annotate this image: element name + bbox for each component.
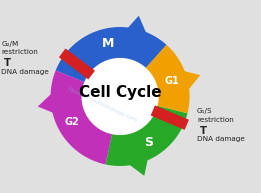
Text: G1: G1 (164, 76, 179, 86)
Polygon shape (164, 66, 200, 110)
Text: G₂/M: G₂/M (1, 41, 19, 47)
Text: G₁/S: G₁/S (197, 108, 213, 114)
Text: T: T (4, 58, 11, 68)
Polygon shape (151, 105, 189, 130)
Text: DNA damage: DNA damage (1, 69, 49, 75)
Polygon shape (38, 76, 72, 120)
Text: restriction: restriction (197, 117, 234, 123)
Polygon shape (51, 70, 112, 164)
Polygon shape (146, 45, 189, 113)
Text: T: T (200, 126, 207, 136)
Text: G2: G2 (65, 117, 80, 127)
Text: M: M (102, 37, 114, 50)
Circle shape (81, 58, 159, 135)
Polygon shape (106, 106, 187, 166)
Polygon shape (114, 16, 156, 56)
Polygon shape (59, 48, 95, 80)
Text: DNA damage: DNA damage (197, 136, 245, 142)
Text: restriction: restriction (1, 49, 38, 55)
Polygon shape (56, 27, 167, 82)
Text: S: S (144, 136, 153, 149)
Polygon shape (109, 140, 152, 176)
Text: Cell Cycle: Cell Cycle (79, 85, 161, 100)
Text: MedicalChemistrypage.com: MedicalChemistrypage.com (66, 86, 138, 123)
